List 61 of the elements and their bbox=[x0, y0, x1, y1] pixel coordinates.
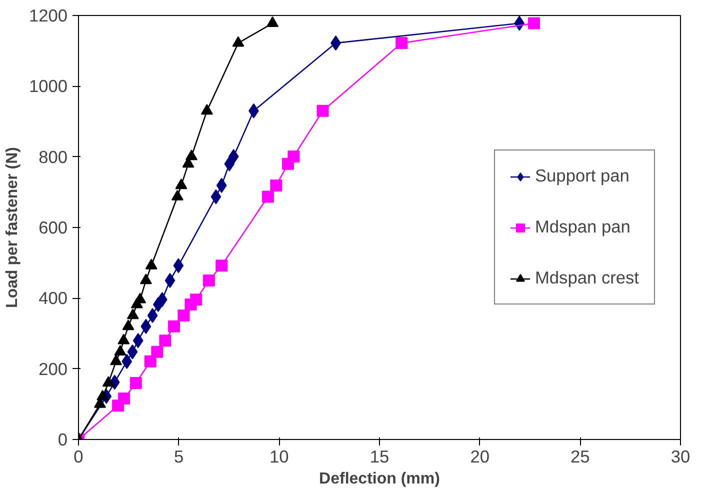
y-tick-label: 600 bbox=[38, 218, 68, 238]
point bbox=[178, 309, 190, 322]
point bbox=[122, 320, 134, 330]
point bbox=[171, 190, 184, 200]
x-tick-label: 25 bbox=[570, 446, 590, 466]
point bbox=[266, 16, 279, 27]
point bbox=[200, 104, 213, 115]
legend-label: Support pan bbox=[534, 166, 630, 186]
y-tick-label: 0 bbox=[58, 430, 68, 450]
point bbox=[132, 333, 144, 348]
y-tick-label: 400 bbox=[38, 288, 68, 308]
point bbox=[122, 354, 132, 369]
x-tick-label: 5 bbox=[174, 446, 184, 466]
point bbox=[127, 344, 138, 360]
point bbox=[173, 258, 184, 274]
y-axis-title: Load per fastener (N) bbox=[4, 147, 21, 308]
point bbox=[145, 258, 158, 270]
point bbox=[316, 104, 329, 117]
point bbox=[134, 292, 146, 304]
y-tick-label: 1200 bbox=[28, 6, 68, 26]
point bbox=[102, 376, 114, 387]
point bbox=[147, 308, 158, 323]
point bbox=[168, 320, 180, 332]
point bbox=[232, 36, 244, 47]
point bbox=[110, 354, 122, 366]
point bbox=[228, 148, 239, 164]
point bbox=[140, 318, 152, 334]
legend-label: Mdspan crest bbox=[534, 268, 639, 288]
point bbox=[144, 355, 156, 368]
y-tick-label: 800 bbox=[38, 146, 68, 167]
point bbox=[528, 17, 540, 30]
x-tick-label: 30 bbox=[670, 446, 690, 466]
x-tick-label: 10 bbox=[270, 446, 289, 466]
x-tick-label: 15 bbox=[370, 446, 390, 466]
x-axis-title: Deflection (mm) bbox=[319, 470, 440, 488]
legend-label: Mdspan pan bbox=[534, 216, 630, 238]
point bbox=[190, 294, 202, 306]
point bbox=[216, 178, 227, 193]
point bbox=[96, 390, 109, 400]
y-tick-label: 1000 bbox=[28, 76, 68, 96]
point bbox=[159, 334, 172, 347]
point bbox=[118, 392, 130, 405]
point bbox=[202, 274, 215, 286]
point bbox=[164, 273, 176, 288]
point bbox=[288, 150, 300, 162]
point bbox=[185, 150, 198, 160]
point bbox=[270, 179, 282, 192]
point bbox=[118, 334, 130, 344]
point bbox=[262, 190, 274, 203]
point bbox=[210, 189, 222, 204]
y-tick-label: 200 bbox=[38, 358, 68, 379]
point bbox=[175, 178, 188, 190]
point bbox=[396, 37, 408, 50]
point bbox=[151, 346, 164, 358]
point bbox=[114, 345, 126, 356]
point bbox=[140, 274, 152, 284]
x-tick-label: 0 bbox=[74, 446, 84, 466]
point bbox=[216, 260, 228, 272]
x-tick-label: 20 bbox=[470, 446, 490, 466]
point bbox=[126, 308, 139, 320]
point bbox=[130, 376, 142, 389]
